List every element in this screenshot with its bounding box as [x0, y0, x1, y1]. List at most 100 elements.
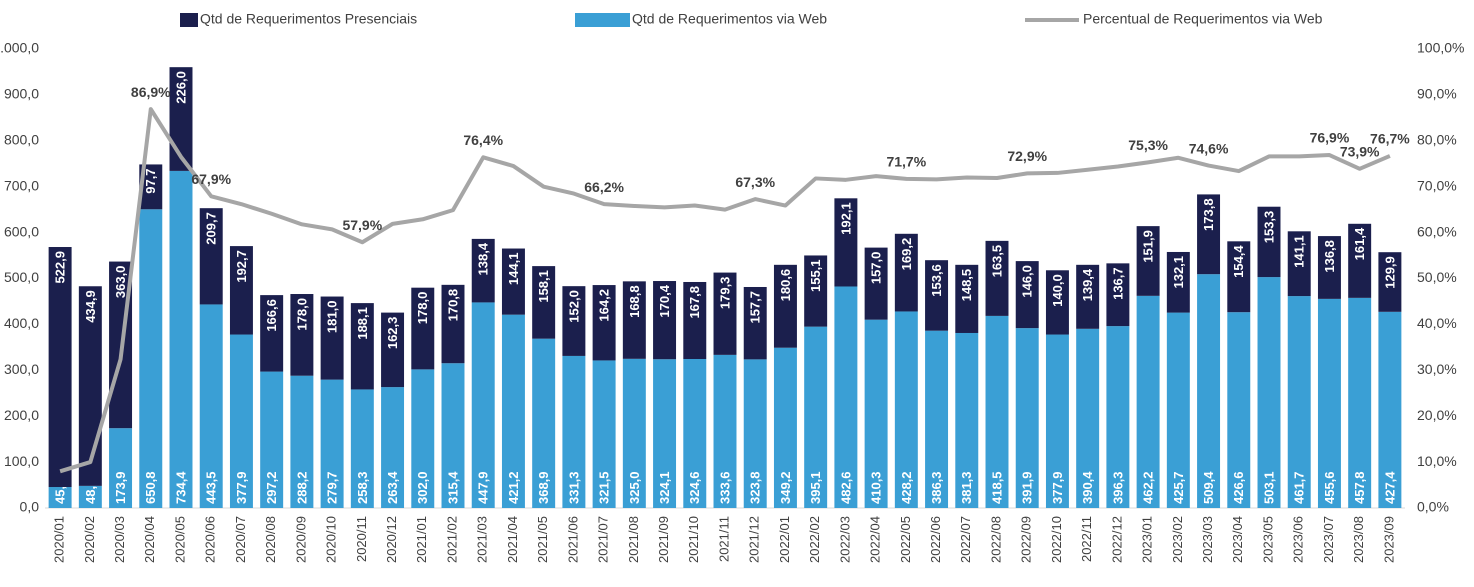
bar-value-label: 279,7	[325, 471, 340, 504]
bar	[1317, 298, 1341, 508]
bar-value-label: 323,8	[748, 471, 763, 504]
x-tick-label: 2023/01	[1140, 516, 1155, 563]
bar	[713, 354, 737, 508]
bar	[260, 371, 284, 508]
bar	[1076, 328, 1100, 508]
legend-label: Qtd de Requerimentos Presenciais	[200, 11, 417, 27]
bar-value-label: 396,3	[1110, 471, 1125, 504]
bar	[683, 281, 707, 360]
y-tick-label: 900,0	[4, 86, 39, 102]
bar-value-label: 153,3	[1261, 211, 1276, 244]
bar	[411, 287, 435, 370]
x-tick-label: 2022/02	[807, 516, 822, 563]
bar-value-label: 140,0	[1050, 274, 1065, 307]
y2-tick-label: 50,0%	[1417, 269, 1457, 285]
bar	[1257, 277, 1281, 508]
bar	[1166, 312, 1190, 508]
legend-marker	[180, 13, 198, 27]
line-value-label: 71,7%	[886, 154, 926, 170]
bar	[1106, 326, 1130, 508]
bar	[78, 485, 102, 508]
bar-value-label: 377,9	[1050, 471, 1065, 504]
x-tick-label: 2021/07	[596, 516, 611, 563]
bar	[743, 286, 767, 360]
bar-value-label: 192,1	[838, 202, 853, 235]
x-tick-label: 2022/07	[958, 516, 973, 563]
bar	[350, 389, 374, 508]
bar-value-label: 162,3	[385, 317, 400, 350]
bar	[532, 338, 556, 508]
bar	[804, 326, 828, 508]
bar-value-label: 522,9	[53, 251, 68, 284]
y2-tick-label: 70,0%	[1417, 177, 1457, 193]
legend-label: Qtd de Requerimentos via Web	[632, 11, 827, 27]
bar-value-label: 152,0	[566, 290, 581, 323]
bar	[501, 314, 525, 508]
bar-value-label: 457,8	[1352, 471, 1367, 504]
bar	[773, 264, 797, 348]
y-tick-label: 600,0	[4, 223, 39, 239]
bar-value-label: 139,4	[1080, 268, 1095, 301]
x-tick-label: 2021/06	[565, 516, 580, 563]
bar-value-label: 428,2	[899, 471, 914, 504]
bar-value-label: 377,9	[234, 471, 249, 504]
bar	[562, 355, 586, 508]
bar	[1227, 312, 1251, 508]
line-value-label: 86,9%	[131, 84, 171, 100]
bar	[320, 379, 344, 508]
bar	[743, 359, 767, 508]
bar-value-label: 425,7	[1171, 471, 1186, 504]
line-value-label: 76,9%	[1310, 130, 1350, 146]
bar-value-label: 386,3	[929, 471, 944, 504]
bar-value-label: 363,0	[113, 266, 128, 299]
bar-value-label: 263,4	[385, 471, 400, 504]
x-tick-label: 2023/06	[1291, 516, 1306, 563]
x-tick-label: 2020/04	[142, 516, 157, 563]
bar-value-label: 154,4	[1231, 245, 1246, 278]
bar	[441, 363, 465, 508]
y2-tick-label: 30,0%	[1417, 361, 1457, 377]
y-tick-label: 400,0	[4, 315, 39, 331]
x-tick-label: 2020/10	[324, 516, 339, 563]
bar-value-label: 169,2	[899, 238, 914, 271]
bar	[48, 247, 72, 488]
bar-value-label: 166,6	[264, 299, 279, 332]
bar-value-label: 141,1	[1292, 235, 1307, 268]
bar-value-label: 170,4	[657, 284, 672, 317]
bar	[350, 303, 374, 390]
bar-value-label: 410,3	[869, 471, 884, 504]
bar-value-label: 325,0	[627, 471, 642, 504]
legend-label: Percentual de Requerimentos via Web	[1083, 11, 1323, 27]
bar-value-label: 381,3	[959, 471, 974, 504]
bar-value-label: 462,2	[1141, 471, 1156, 504]
bar	[985, 240, 1009, 316]
x-tick-label: 2021/11	[716, 516, 731, 562]
bar-value-label: 181,0	[325, 301, 340, 334]
x-tick-label: 2021/03	[475, 516, 490, 563]
bar	[1015, 328, 1039, 508]
bar	[1378, 252, 1402, 312]
bar	[864, 247, 888, 320]
bar	[834, 286, 858, 508]
bar-value-label: 209,7	[204, 212, 219, 245]
x-tick-label: 2021/12	[747, 516, 762, 563]
x-tick-label: 2023/03	[1200, 516, 1215, 563]
bar	[653, 281, 677, 360]
bar	[532, 266, 556, 339]
bar	[1106, 263, 1130, 327]
x-tick-label: 2022/01	[777, 516, 792, 563]
bar	[501, 248, 525, 315]
x-tick-label: 2020/12	[384, 516, 399, 563]
bar	[441, 284, 465, 364]
bar-value-label: 178,0	[415, 292, 430, 325]
line-value-label: 72,9%	[1007, 148, 1047, 164]
bar	[592, 360, 616, 508]
bar	[471, 238, 495, 303]
bar-value-label: 157,7	[748, 291, 763, 324]
x-tick-label: 2021/10	[686, 516, 701, 563]
bar	[713, 272, 737, 355]
x-tick-label: 2023/09	[1381, 516, 1396, 563]
bar-value-label: 509,4	[1201, 471, 1216, 504]
bar-value-label: 136,8	[1322, 240, 1337, 273]
bar	[229, 246, 253, 335]
